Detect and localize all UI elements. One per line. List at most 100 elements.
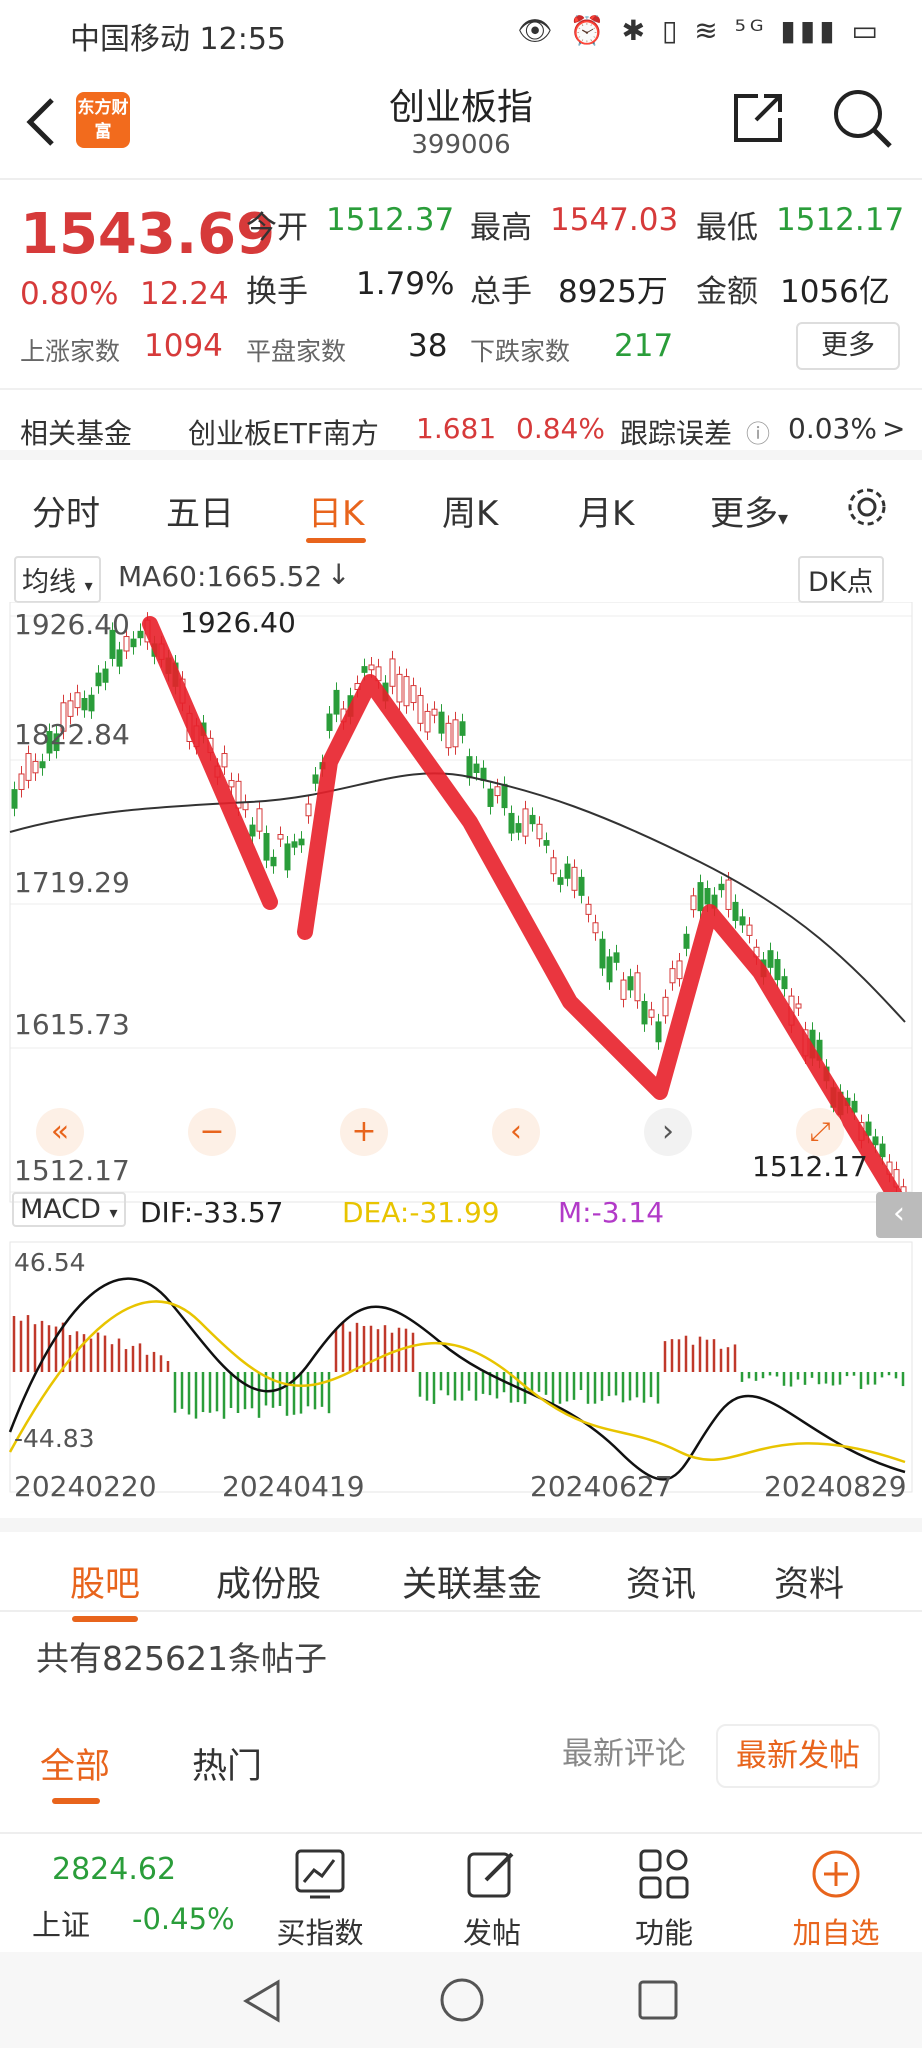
back-button[interactable] <box>22 92 62 152</box>
tab-more[interactable]: 更多▾ <box>710 486 788 535</box>
date-label-2: 20240419 <box>222 1470 365 1503</box>
sh-index-name[interactable]: 上证 <box>32 1908 91 1942</box>
caret-down-icon: ▾ <box>84 576 93 595</box>
more-quote-button[interactable]: 更多 <box>796 322 900 370</box>
dif-line <box>8 1277 906 1481</box>
m-value: M:-3.14 <box>558 1196 665 1229</box>
content-tabs: 股吧 成份股 关联基金 资讯 资料 <box>0 1518 922 1622</box>
status-icons: 👁 ⏰ ✱ ▯ ≋ ⁵ᴳ ▮▮▮ ▭ <box>517 14 882 47</box>
edit-icon <box>467 1852 514 1898</box>
tab-guba[interactable]: 股吧 <box>70 1565 141 1605</box>
tab-five-day[interactable]: 五日 <box>166 494 234 534</box>
tab-monthly-k[interactable]: 月K <box>578 494 635 534</box>
turnover-value: 1.79% <box>356 266 455 302</box>
quote-panel: 1543.69 0.80% 12.24 上涨家数 1094 今开 1512.37… <box>0 182 922 382</box>
up-count: 1094 <box>144 328 223 364</box>
filter-all[interactable]: 全部 <box>40 1747 111 1787</box>
collapse-panel-button[interactable]: ‹ <box>876 1192 922 1238</box>
high-value: 1547.03 <box>550 202 679 238</box>
ma-selector-label: 均线 <box>22 567 76 598</box>
system-nav-bar <box>0 1952 922 2048</box>
chart-settings-button[interactable] <box>842 482 892 536</box>
nav-buy-index-label: 买指数 <box>276 1916 364 1950</box>
k-line-chart[interactable]: 均线 ▾ MA60:1665.52 ↓ DK点 1926.40 1822.84 … <box>0 552 922 1512</box>
nav-buy-index[interactable]: 买指数 <box>260 1844 380 1952</box>
low-label: 最低 <box>696 210 758 246</box>
macd-bars <box>12 1315 905 1419</box>
bottom-nav: 2824.62 上证 -0.45% 买指数 发帖 功能 加自选 <box>0 1832 922 1952</box>
y-label-3: 1719.29 <box>14 866 130 899</box>
volume-label: 总手 <box>470 274 532 310</box>
filter-hot[interactable]: 热门 <box>192 1747 263 1787</box>
search-button[interactable] <box>830 86 894 154</box>
tracking-error-value: 0.03% <box>788 412 877 445</box>
high-label: 最高 <box>470 210 532 246</box>
open-label: 今开 <box>246 210 308 246</box>
status-bar: 中国移动 12:55 👁 ⏰ ✱ ▯ ≋ ⁵ᴳ ▮▮▮ ▭ <box>0 0 922 64</box>
open-value: 1512.37 <box>326 202 455 238</box>
chart-line-icon <box>295 1849 345 1899</box>
back-triangle-icon[interactable] <box>240 1978 286 2024</box>
caret-down-icon: ▾ <box>778 506 789 530</box>
tab-related-funds[interactable]: 关联基金 <box>402 1565 543 1605</box>
date-label-4: 20240829 <box>764 1470 907 1503</box>
app-logo: 东方财富 <box>76 92 130 148</box>
scroll-right-button[interactable]: › <box>644 1108 692 1156</box>
post-filter: 全部 热门 最新评论 最新发帖 <box>0 1710 922 1830</box>
header: 东方财富 创业板指 399006 <box>0 64 922 180</box>
arrow-down-icon: ↓ <box>327 558 351 591</box>
zoom-out-button[interactable]: − <box>188 1108 236 1156</box>
related-fund-row[interactable]: 相关基金 创业板ETF南方 1.681 0.84% 跟踪误差 ⓘ 0.03% > <box>0 388 922 460</box>
tab-constituents[interactable]: 成份股 <box>216 1565 322 1605</box>
page-title: 创业板指 <box>388 87 533 128</box>
tab-profile[interactable]: 资料 <box>774 1565 845 1605</box>
tab-intraday[interactable]: 分时 <box>32 494 100 534</box>
nav-add-watchlist-label: 加自选 <box>792 1916 880 1950</box>
plus-circle-icon <box>812 1850 860 1898</box>
share-button[interactable] <box>728 88 788 152</box>
macd-selector[interactable]: MACD ▾ <box>12 1192 126 1227</box>
nav-add-watchlist[interactable]: 加自选 <box>776 1844 896 1952</box>
fullscreen-button[interactable]: ⤢ <box>796 1108 844 1156</box>
scroll-left-button[interactable]: ‹ <box>492 1108 540 1156</box>
status-time: 中国移动 12:55 <box>70 22 286 57</box>
sort-latest-post[interactable]: 最新发帖 <box>716 1724 880 1788</box>
sh-index-value[interactable]: 2824.62 <box>52 1852 177 1887</box>
tab-news[interactable]: 资讯 <box>626 1565 697 1605</box>
change-pct: 0.80% <box>20 276 119 312</box>
y-label-1: 1926.40 <box>14 608 130 641</box>
home-circle-icon[interactable] <box>438 1976 486 2024</box>
ma-selector[interactable]: 均线 ▾ <box>14 556 101 603</box>
dif-value: DIF:-33.57 <box>140 1196 284 1229</box>
ma60-label: MA60:1665.52 <box>118 560 323 593</box>
help-icon[interactable]: ⓘ <box>746 420 770 448</box>
dk-point-button[interactable]: DK点 <box>798 556 884 603</box>
post-count: 共有825621条帖子 <box>36 1639 327 1678</box>
sort-latest-comment[interactable]: 最新评论 <box>562 1736 686 1772</box>
macd-selector-label: MACD <box>20 1194 101 1225</box>
chart-period-tabs: 分时 五日 日K 周K 月K 更多▾ <box>0 470 922 550</box>
y-label-5: 1512.17 <box>14 1154 130 1187</box>
chart-grid <box>9 602 913 1493</box>
nav-functions[interactable]: 功能 <box>604 1844 724 1952</box>
chevron-right-icon: > <box>882 412 906 445</box>
change-value: 12.24 <box>140 276 229 312</box>
dea-line <box>8 1300 906 1464</box>
search-icon <box>834 90 892 148</box>
index-code: 399006 <box>411 130 511 160</box>
nav-post[interactable]: 发帖 <box>432 1844 552 1952</box>
low-value: 1512.17 <box>776 202 905 238</box>
date-label-1: 20240220 <box>14 1470 157 1503</box>
zoom-in-button[interactable]: + <box>340 1108 388 1156</box>
ma60-line <box>9 772 906 1023</box>
scroll-far-left-button[interactable]: « <box>36 1108 84 1156</box>
fund-price: 1.681 <box>416 412 497 445</box>
tab-daily-k[interactable]: 日K <box>308 494 365 534</box>
sh-index-pct[interactable]: -0.45% <box>132 1902 235 1936</box>
fund-name: 创业板ETF南方 <box>188 417 379 450</box>
tab-weekly-k[interactable]: 周K <box>442 494 499 534</box>
active-tab-underline <box>306 538 366 543</box>
chart-canvas <box>8 602 913 1493</box>
recents-square-icon[interactable] <box>636 1978 680 2022</box>
down-count-label: 下跌家数 <box>470 337 571 366</box>
